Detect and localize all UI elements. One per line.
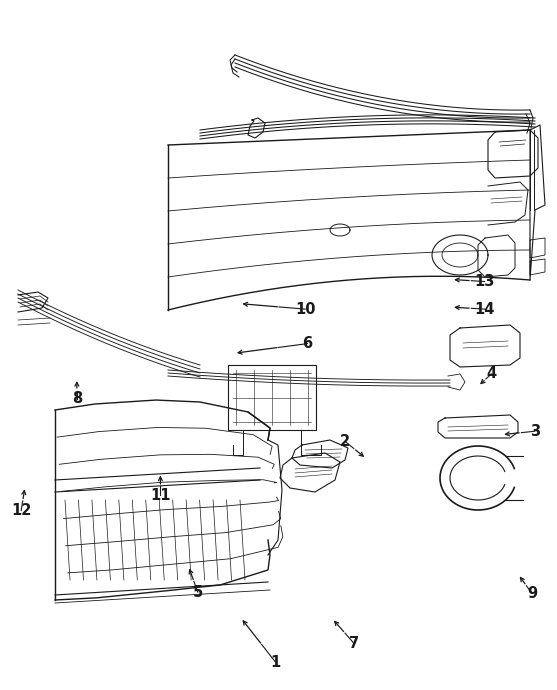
Text: 8: 8: [72, 391, 82, 406]
Text: 11: 11: [150, 488, 170, 503]
Text: 4: 4: [486, 366, 496, 382]
Text: 2: 2: [340, 434, 350, 449]
Text: 7: 7: [349, 635, 359, 651]
Text: 3: 3: [530, 424, 540, 439]
Bar: [228, 365, 316, 430]
Text: 6: 6: [302, 336, 312, 351]
Text: 9: 9: [527, 586, 537, 601]
Text: 13: 13: [475, 274, 495, 289]
Text: 14: 14: [475, 302, 495, 317]
Text: 12: 12: [11, 503, 31, 518]
Text: 5: 5: [193, 584, 203, 600]
Text: 1: 1: [271, 655, 281, 670]
Text: 10: 10: [295, 302, 315, 317]
